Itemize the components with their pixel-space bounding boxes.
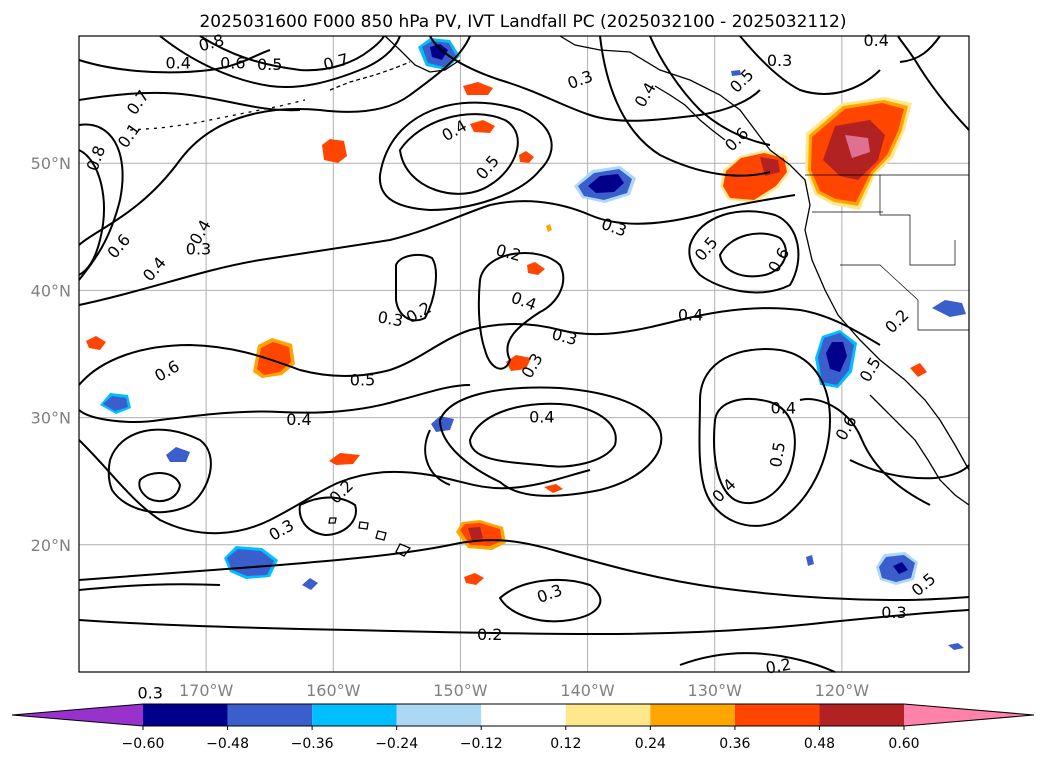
positive-anomaly-52n-160w (322, 139, 347, 163)
contour-label: 0.3 (881, 603, 906, 622)
colorbar-tick-label: 0.48 (804, 736, 835, 752)
contour-label: 0.4 (529, 407, 554, 426)
colorbar-bin (565, 704, 651, 726)
figure-title: 2025031600 F000 850 hPa PV, IVT Landfall… (199, 12, 846, 32)
lon-tick-label: 140°W (560, 681, 615, 700)
colorbar-bin (481, 704, 566, 726)
contour-label: 0.5 (766, 440, 789, 468)
colorbar-extend-high (904, 704, 1034, 726)
contour-label: 0.4 (863, 31, 888, 50)
colorbar: −0.60 −0.48 −0.36 −0.24 −0.12 0.12 0.24 0.36 0.4… (11, 703, 1035, 752)
colorbar-bin (734, 704, 820, 726)
lon-tick-label: 130°W (688, 681, 743, 700)
colorbar-tick-label: 0.12 (550, 736, 581, 752)
contour-label: 0.4 (165, 54, 190, 73)
latitude-tick-labels: 20°N 30°N 40°N 50°N (31, 154, 71, 555)
lat-tick-label: 20°N (31, 536, 71, 555)
lon-tick-label: 150°W (433, 681, 488, 700)
colorbar-bin (143, 704, 228, 726)
pc-shading (86, 38, 966, 650)
colorbar-bin (396, 704, 482, 726)
map-panel: 0.40.80.6 0.5 0.70.40.70.10.80.6 0.40.30.30… (78, 30, 970, 702)
colorbar-tick-label: 0.60 (888, 736, 919, 752)
colorbar-tick-label: 0.36 (719, 736, 750, 752)
contour-label: 0.5 (350, 370, 375, 389)
contour-label: 0.2 (477, 625, 502, 644)
colorbar-tick-label: −0.24 (375, 736, 418, 752)
colorbar-extend-low (12, 704, 143, 726)
lat-tick-label: 50°N (31, 154, 71, 173)
lon-tick-label: 120°W (815, 681, 870, 700)
lat-tick-label: 40°N (31, 281, 71, 300)
contour-label: 0.3 (767, 51, 792, 70)
contour-label: 0.4 (678, 306, 703, 325)
colorbar-bin (819, 704, 904, 726)
contour-label: 0.3 (376, 307, 404, 330)
longitude-tick-labels: 170°W 160°W 150°W 140°W 130°W 120°W (179, 681, 869, 700)
contour-label: 0.3 (137, 683, 162, 702)
colorbar-bin (227, 704, 313, 726)
contour-label: 0.5 (257, 55, 282, 74)
lat-tick-label: 30°N (31, 409, 71, 428)
colorbar-tick-label: −0.12 (460, 736, 503, 752)
positive-anomaly-west-coast (805, 97, 912, 210)
negative-anomaly-48n-138w (574, 166, 636, 203)
map-frame (78, 35, 970, 673)
contour-label: 0.2 (764, 655, 792, 678)
colorbar-tick-label: −0.48 (206, 736, 249, 752)
contour-label: 0.3 (186, 239, 211, 258)
contour-label: 0.4 (771, 398, 796, 417)
lon-tick-label: 160°W (306, 681, 361, 700)
colorbar-tick-label: −0.60 (122, 736, 165, 752)
negative-anomaly-34n-121w (815, 330, 857, 388)
colorbar-tick-label: −0.36 (291, 736, 334, 752)
political-borders (805, 174, 969, 331)
negative-anomaly-19n-114w (876, 552, 918, 585)
colorbar-tick-label: 0.24 (635, 736, 666, 752)
coastlines (129, 35, 970, 557)
colorbar-bin (312, 704, 397, 726)
contour-label: 0.6 (220, 54, 245, 73)
pv-contours (78, 35, 970, 673)
lon-tick-label: 170°W (179, 681, 234, 700)
contour-label: 0.4 (286, 410, 311, 429)
colorbar-bin (650, 704, 735, 726)
positive-anomaly-vancouver (720, 150, 790, 203)
